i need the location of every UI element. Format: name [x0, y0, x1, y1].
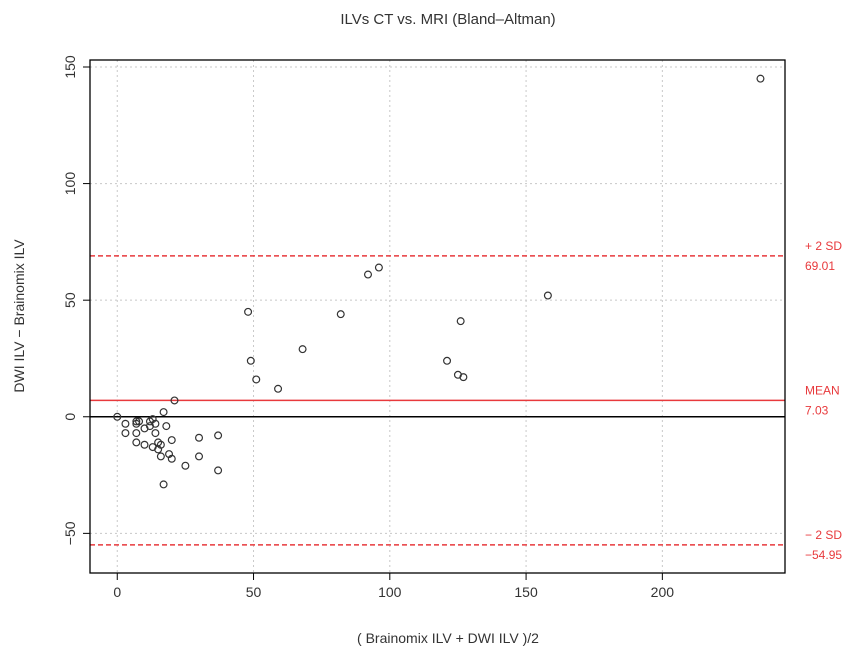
x-tick-label: 0 — [113, 584, 121, 600]
mean-value: 7.03 — [805, 403, 829, 417]
lower-limit-value: −54.95 — [805, 548, 842, 562]
upper-limit-label: + 2 SD — [805, 239, 842, 253]
data-point — [140, 440, 149, 449]
data-point — [167, 454, 176, 463]
y-tick-label: −50 — [62, 521, 78, 545]
data-point — [159, 408, 168, 417]
upper-limit-value: 69.01 — [805, 259, 835, 273]
data-point — [456, 317, 465, 326]
data-point — [151, 429, 160, 438]
y-axis: −50 0 50 100 150 — [62, 55, 90, 545]
data-point — [181, 461, 190, 470]
x-tick-label: 150 — [514, 584, 538, 600]
y-axis-label: DWI ILV − Brainomix ILV — [11, 239, 27, 393]
y-tick-label: 50 — [62, 292, 78, 308]
x-tick-label: 50 — [246, 584, 262, 600]
data-point — [214, 431, 223, 440]
data-point — [214, 466, 223, 475]
data-point — [135, 417, 144, 426]
data-point — [244, 307, 253, 316]
data-point — [159, 480, 168, 489]
y-tick-label: 150 — [62, 55, 78, 79]
y-tick-label: 100 — [62, 172, 78, 196]
data-point — [246, 356, 255, 365]
data-point — [274, 384, 283, 393]
data-point — [443, 356, 452, 365]
x-tick-label: 200 — [651, 584, 675, 600]
x-axis-label: ( Brainomix ILV + DWI ILV )/2 — [357, 630, 539, 646]
x-tick-label: 100 — [378, 584, 402, 600]
lower-limit-label: − 2 SD — [805, 528, 842, 542]
chart-title: ILVs CT vs. MRI (Bland–Altman) — [340, 11, 555, 28]
grid-layer — [90, 60, 785, 573]
data-point — [151, 419, 160, 428]
data-point — [132, 438, 141, 447]
x-axis: 0 50 100 150 200 — [113, 573, 674, 600]
data-point — [162, 422, 171, 431]
data-point — [364, 270, 373, 279]
data-point — [543, 291, 552, 300]
data-point — [132, 429, 141, 438]
data-point — [121, 419, 130, 428]
data-point — [132, 417, 141, 426]
data-point — [459, 373, 468, 382]
data-point — [156, 452, 165, 461]
y-tick-label: 0 — [62, 413, 78, 421]
data-point — [374, 263, 383, 272]
data-point — [167, 436, 176, 445]
data-point — [113, 412, 122, 421]
reference-lines-layer — [90, 255, 785, 546]
points-layer — [113, 74, 765, 489]
plot-frame — [89, 59, 786, 574]
mean-label: MEAN — [805, 383, 840, 397]
data-point — [195, 452, 204, 461]
data-point — [156, 440, 165, 449]
data-point — [195, 433, 204, 442]
data-point — [756, 74, 765, 83]
data-point — [336, 310, 345, 319]
data-point — [298, 345, 307, 354]
data-point — [170, 396, 179, 405]
data-point — [121, 429, 130, 438]
data-point — [252, 375, 261, 384]
reference-labels: MEAN 7.03 + 2 SD 69.01 − 2 SD −54.95 — [805, 239, 842, 562]
